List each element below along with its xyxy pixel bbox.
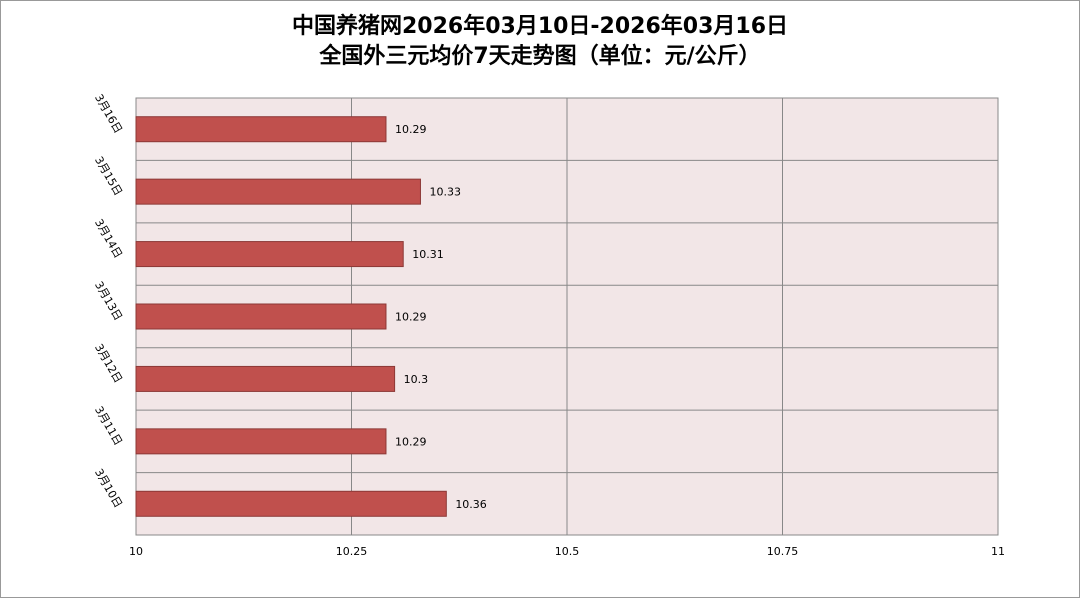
- bar: [135, 428, 387, 455]
- x-tick-label: 11: [991, 545, 1005, 558]
- x-tick-label: 10.25: [336, 545, 368, 558]
- data-label: 10.29: [395, 311, 427, 324]
- data-label: 10.33: [429, 186, 461, 199]
- data-label: 10.36: [455, 498, 487, 511]
- x-tick-label: 10: [129, 545, 143, 558]
- bar: [135, 365, 396, 392]
- chart-title: 中国养猪网2026年03月10日-2026年03月16日: [292, 13, 788, 39]
- bar: [135, 303, 387, 330]
- bar: [135, 178, 421, 205]
- bar: [135, 490, 447, 517]
- bar: [135, 116, 387, 143]
- chart-subtitle: 全国外三元均价7天走势图（单位：元/公斤）: [318, 43, 760, 69]
- x-tick-label: 10.5: [555, 545, 580, 558]
- bar: [135, 241, 404, 268]
- x-tick-label: 10.75: [767, 545, 799, 558]
- data-label: 10.29: [395, 435, 427, 448]
- data-label: 10.31: [412, 248, 444, 261]
- data-label: 10.29: [395, 123, 427, 136]
- data-label: 10.3: [404, 373, 429, 386]
